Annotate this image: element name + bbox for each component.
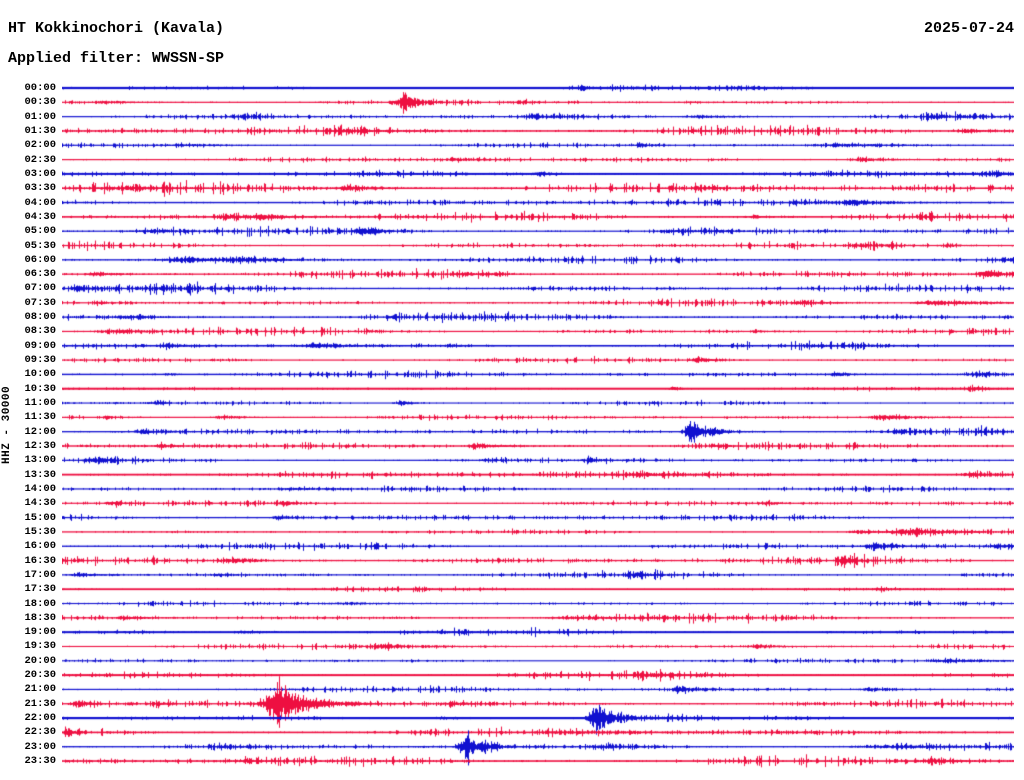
time-label: 02:30 (24, 153, 56, 166)
time-label: 20:30 (24, 669, 56, 682)
time-label: 13:00 (24, 454, 56, 467)
time-label: 23:30 (24, 755, 56, 768)
time-label: 04:00 (24, 196, 56, 209)
time-label: 17:30 (24, 583, 56, 596)
time-label: 00:30 (24, 96, 56, 109)
time-label: 06:30 (24, 268, 56, 281)
time-label: 09:00 (24, 339, 56, 352)
time-label: 10:00 (24, 368, 56, 381)
helicorder-traces (62, 80, 1014, 772)
time-label: 21:30 (24, 697, 56, 710)
time-label: 10:30 (24, 382, 56, 395)
time-label: 22:00 (24, 712, 56, 725)
time-label: 23:00 (24, 740, 56, 753)
time-label: 05:00 (24, 225, 56, 238)
time-label: 19:30 (24, 640, 56, 653)
time-label: 14:00 (24, 482, 56, 495)
time-label: 16:30 (24, 554, 56, 567)
time-label: 01:00 (24, 110, 56, 123)
time-label: 06:00 (24, 253, 56, 266)
time-label: 17:00 (24, 568, 56, 581)
time-label: 18:00 (24, 597, 56, 610)
time-label: 22:30 (24, 726, 56, 739)
date-label: 2025-07-24 (923, 20, 1014, 37)
time-label: 13:30 (24, 468, 56, 481)
time-label: 14:30 (24, 497, 56, 510)
time-label: 21:00 (24, 683, 56, 696)
time-label: 03:30 (24, 182, 56, 195)
time-label: 11:00 (24, 397, 56, 410)
time-label: 12:00 (24, 425, 56, 438)
time-label: 05:30 (24, 239, 56, 252)
time-label: 07:00 (24, 282, 56, 295)
time-label: 20:00 (24, 654, 56, 667)
time-label: 08:00 (24, 311, 56, 324)
time-label: 19:00 (24, 626, 56, 639)
time-label: 07:30 (24, 296, 56, 309)
time-label: 00:00 (24, 82, 56, 94)
time-label: 15:00 (24, 511, 56, 524)
time-label: 04:30 (24, 210, 56, 223)
filter-label: Applied filter: WWSSN-SP (8, 50, 225, 67)
time-label: 01:30 (24, 124, 56, 137)
station-title: HT Kokkinochori (Kavala) (8, 20, 225, 37)
time-label: 09:30 (24, 354, 56, 367)
time-label: 11:30 (24, 411, 56, 424)
time-label: 18:30 (24, 611, 56, 624)
time-label: 03:00 (24, 167, 56, 180)
time-label: 12:30 (24, 440, 56, 452)
time-label: 08:30 (24, 325, 56, 338)
time-label: 02:00 (24, 139, 56, 152)
time-label: 15:30 (24, 525, 56, 538)
time-label: 16:00 (24, 540, 56, 553)
